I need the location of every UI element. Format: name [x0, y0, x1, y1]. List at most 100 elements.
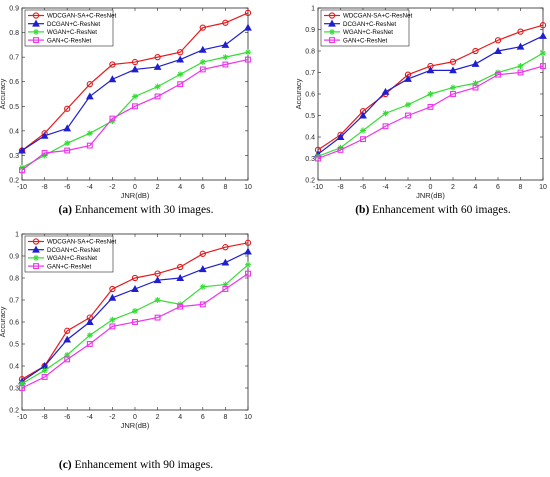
data-point — [495, 71, 501, 78]
data-point — [221, 40, 230, 48]
data-point — [64, 327, 71, 334]
data-point — [177, 303, 184, 310]
data-point — [222, 19, 229, 26]
data-point — [494, 37, 502, 44]
x-tick-label: 10 — [244, 184, 252, 191]
y-axis-label: Accuracy — [294, 78, 303, 109]
data-point — [177, 263, 184, 271]
data-point — [540, 63, 546, 70]
data-point — [132, 319, 138, 325]
x-tick-label: -8 — [337, 184, 343, 191]
data-point — [176, 55, 185, 63]
x-tick-label: 4 — [178, 414, 182, 421]
data-point — [177, 71, 184, 78]
data-point — [64, 352, 71, 358]
data-point — [539, 31, 547, 39]
y-tick-label: 0.6 — [9, 320, 19, 327]
data-point — [41, 367, 48, 374]
x-tick-label: 6 — [496, 184, 500, 191]
data-point — [471, 59, 480, 67]
data-point — [360, 136, 366, 143]
data-point — [245, 49, 251, 56]
data-point — [86, 341, 93, 347]
x-tick-label: 10 — [539, 184, 547, 191]
y-tick-label: 0.3 — [305, 156, 315, 163]
data-point — [40, 131, 49, 139]
data-point — [222, 281, 229, 288]
data-point — [472, 47, 479, 55]
data-point — [245, 261, 251, 268]
data-point — [131, 274, 139, 282]
data-point — [18, 146, 26, 154]
x-tick-label: -6 — [360, 184, 366, 191]
data-point — [131, 284, 139, 292]
x-tick-label: -8 — [41, 184, 47, 191]
x-tick-label: 8 — [519, 184, 523, 191]
data-point — [132, 103, 138, 110]
data-point — [382, 110, 389, 117]
data-point — [199, 24, 206, 31]
legend-entry: WGAN+C-ResNet — [343, 29, 393, 36]
x-tick-label: 6 — [201, 184, 205, 191]
data-point — [85, 92, 94, 100]
data-point — [359, 111, 367, 119]
legend-entry: GAN+C-ResNet — [343, 37, 387, 44]
y-tick-label: 0.4 — [9, 364, 19, 371]
data-point — [449, 66, 457, 74]
data-point — [426, 66, 435, 74]
x-tick-label: -6 — [64, 414, 70, 421]
data-point — [245, 56, 251, 63]
data-point — [517, 28, 524, 35]
panel-caption: (c) Enhancement with 90 images. — [59, 459, 213, 471]
series-line — [317, 65, 544, 160]
data-point — [64, 356, 71, 363]
legend-entry: DCGAN+C-ResNet — [343, 21, 396, 28]
series-line — [21, 12, 249, 151]
y-tick-label: 1 — [15, 232, 19, 239]
data-point — [154, 314, 161, 321]
legend-entry: WDCGAN-SA+C-ResNet — [47, 239, 117, 246]
x-tick-label: 2 — [156, 414, 160, 421]
x-tick-label: 0 — [429, 184, 433, 191]
data-point — [199, 59, 206, 66]
data-point — [64, 105, 71, 112]
legend-marker — [32, 245, 40, 253]
series-line — [317, 24, 544, 151]
data-point — [109, 323, 116, 330]
x-tick-label: 2 — [451, 184, 455, 191]
data-point — [177, 49, 184, 56]
data-point — [177, 81, 184, 88]
data-point — [153, 62, 162, 70]
data-point — [517, 69, 524, 76]
y-tick-label: 0.9 — [9, 6, 19, 13]
x-tick-label: -6 — [64, 184, 70, 191]
legend-entry: GAN+C-ResNet — [47, 263, 91, 270]
y-tick-label: 0.8 — [305, 49, 315, 56]
data-point — [516, 42, 525, 50]
y-tick-label: 0.8 — [9, 276, 19, 283]
data-point — [108, 75, 117, 83]
data-point — [176, 273, 185, 281]
data-point — [540, 50, 546, 57]
x-tick-label: 4 — [178, 184, 182, 191]
y-tick-label: 1 — [311, 6, 315, 13]
panel-letter: (c) — [59, 459, 72, 471]
x-tick-label: 8 — [223, 414, 227, 421]
data-point — [199, 250, 206, 257]
y-tick-label: 0.5 — [9, 104, 19, 111]
data-point — [86, 332, 93, 339]
data-point — [517, 63, 524, 70]
x-tick-label: 0 — [133, 414, 137, 421]
data-point — [199, 283, 206, 290]
legend-marker — [33, 28, 39, 35]
x-tick-label: 2 — [156, 184, 160, 191]
data-point — [222, 61, 229, 68]
panel-letter: (a) — [59, 204, 73, 216]
data-point — [244, 239, 252, 246]
chart-panel-c: -10 -8 -6 -4 -2 0 2 4 6 8 10 0.2 0.3 0.4 0.5 0.6 0.7 0.8 0… — [0, 232, 252, 472]
data-point — [450, 91, 456, 97]
data-point — [199, 301, 206, 308]
data-point — [405, 101, 411, 108]
panel-letter: (b) — [355, 204, 369, 216]
x-tick-label: -10 — [17, 414, 27, 421]
